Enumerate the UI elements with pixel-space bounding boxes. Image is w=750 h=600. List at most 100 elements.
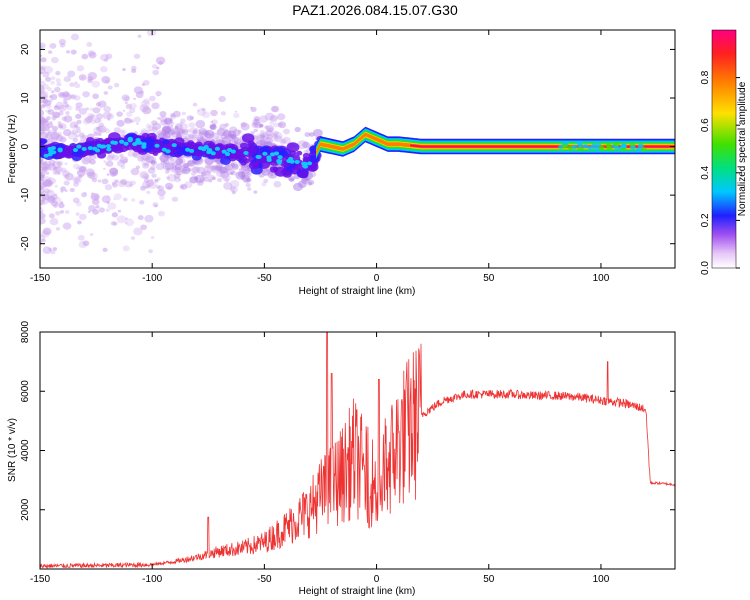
spectrogram-noise-blob (55, 78, 61, 83)
spectrogram-noise-blob (59, 210, 65, 214)
spectrogram-noise-blob (223, 182, 233, 190)
spectrogram-noise-blob (70, 49, 77, 55)
spectrogram-noise-blob (107, 118, 111, 121)
spectrogram-noise-blob (51, 163, 55, 167)
spectrogram-noise-blob (246, 172, 250, 176)
spectrogram-noise-blob (233, 141, 238, 145)
spectrogram-noise-blob (133, 116, 141, 123)
spectrogram-noise-blob (91, 192, 94, 195)
spectrogram-noise-blob (124, 117, 132, 125)
spectrogram-noise-blob (78, 240, 88, 249)
spectrogram-ridge-blob (593, 146, 600, 152)
spectrogram-noise-blob (174, 124, 184, 132)
y-tick-label: 8000 (20, 320, 31, 343)
spectrogram-noise-blob (64, 162, 68, 165)
spectrogram-noise-blob (42, 246, 52, 254)
spectrogram-noise-blob (89, 107, 94, 112)
spectrogram-noise-blob (123, 96, 130, 102)
spectrogram-noise-blob (245, 183, 251, 188)
x-tick-label: -50 (257, 273, 272, 284)
spectrogram-noise-blob (216, 128, 226, 137)
spectrogram-noise-blob (142, 98, 151, 105)
spectrogram-noise-blob (251, 122, 259, 128)
spectrogram-noise-blob (171, 196, 179, 202)
spectrogram-noise-blob (141, 83, 146, 87)
spectrogram-noise-blob (264, 125, 269, 130)
spectrogram-noise-blob (224, 122, 230, 127)
spectrogram-noise-blob (40, 80, 46, 87)
spectrogram-noise-blob (105, 53, 113, 60)
y-tick-label: -10 (20, 187, 31, 202)
spectrogram-noise-blob (101, 178, 109, 185)
spectrogram-noise-blob (274, 135, 283, 143)
x-tick-label: 50 (483, 273, 495, 284)
spectrogram-ridge-blob (243, 150, 249, 155)
spectrogram-ridge-blob (269, 166, 278, 173)
spectrogram-ridge-blob (221, 149, 227, 154)
spectrogram-noise-blob (181, 129, 189, 135)
spectrogram-noise-blob (76, 129, 82, 134)
spectrogram-noise-blob (40, 57, 47, 63)
spectrogram-ridge-blob (241, 156, 248, 162)
spectrogram-noise-blob (40, 159, 44, 165)
spectrogram-noise-blob (40, 234, 46, 242)
spectrogram-noise-blob (198, 127, 207, 135)
spectrogram-ridge-blob (161, 147, 167, 152)
spectrogram-noise-blob (182, 162, 189, 169)
spectrogram-noise-blob (54, 193, 57, 196)
spectrogram-noise-blob (220, 111, 226, 116)
spectrogram-noise-blob (75, 106, 81, 112)
spectrogram-noise-blob (161, 125, 172, 134)
spectrogram-noise-blob (157, 189, 166, 197)
spectrogram-noise-blob (150, 160, 158, 166)
spectrogram-ridge-blob (174, 137, 185, 146)
spectrogram-noise-blob (86, 42, 93, 47)
spectrogram-noise-blob (122, 245, 130, 252)
spectrogram-noise-blob (229, 171, 234, 175)
spectrogram-noise-blob (145, 123, 152, 129)
snr-x-ticks: -150 -100 -50 0 50 100 (30, 332, 610, 585)
spectrogram-noise-blob (152, 69, 160, 76)
spectrogram-noise-blob (98, 207, 105, 213)
spectrogram-noise-blob (113, 127, 121, 134)
spectrogram-noise-blob (47, 109, 51, 113)
spectrogram-noise-blob (55, 166, 64, 173)
spectrogram-noise-blob (250, 106, 253, 109)
spectrogram-noise-blob (174, 163, 183, 171)
spectrogram-noise-blob (40, 211, 43, 214)
spectrogram-noise-blob (51, 160, 62, 169)
spectrogram-noise-blob (309, 171, 317, 178)
spectrogram-noise-blob (266, 126, 274, 133)
spectrogram-noise-blob (47, 137, 53, 143)
spectrogram-ridge-blob (620, 143, 627, 149)
spectrogram-noise-blob (208, 179, 213, 183)
spectrogram-ridge-blob (50, 145, 56, 150)
spectrogram-noise-blob (133, 152, 138, 157)
spectrogram-noise-blob (120, 178, 128, 185)
spectrogram-noise-blob (104, 184, 113, 191)
spectrogram-noise-blob (140, 100, 150, 108)
spectrogram-noise-blob (186, 159, 196, 167)
spectrogram-noise-blob (201, 170, 211, 179)
spectrogram-noise-blob (55, 101, 65, 110)
spectrogram-noise-blob (163, 126, 172, 133)
colorbar-tick-label: 0.0 (700, 261, 711, 275)
spectrogram-noise-blob (162, 162, 172, 171)
spectrogram-ridge-blob (40, 138, 48, 144)
spectrogram-noise-blob (211, 119, 218, 125)
spectrogram-noise-blob (57, 172, 61, 175)
spectrogram-x-ticks: -150 -100 -50 0 50 100 (30, 30, 610, 284)
spectrogram-ridge-blob (282, 170, 292, 178)
x-tick-label: 100 (593, 574, 610, 585)
spectrogram-noise-blob (62, 222, 72, 230)
spectrogram-noise-blob (95, 102, 102, 107)
spectrogram-noise-blob (297, 140, 308, 150)
spectrogram-noise-blob (64, 172, 74, 181)
colorbar-gradient (711, 29, 737, 269)
spectrogram-noise-blob (167, 174, 177, 182)
spectrogram-noise-blob (91, 177, 98, 183)
colorbar-ticks: 0.0 0.2 0.4 0.6 0.8 (700, 70, 740, 275)
spectrogram-ridge-blob (51, 150, 57, 155)
x-tick-label: -150 (30, 273, 50, 284)
spectrogram-noise-blob (49, 42, 57, 49)
